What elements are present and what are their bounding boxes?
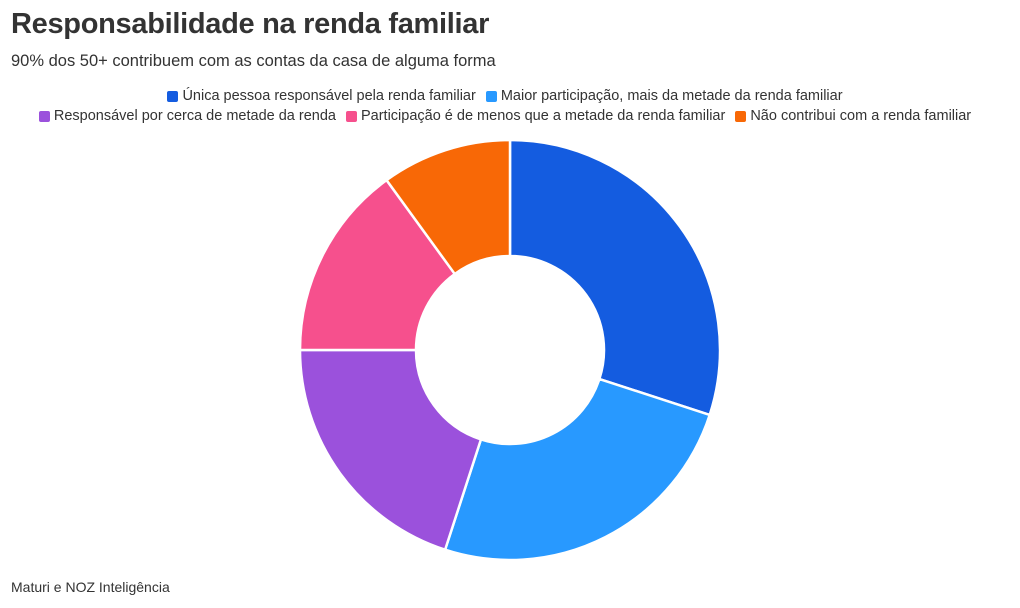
- donut-slice: [443, 377, 711, 562]
- legend-swatch: [345, 110, 357, 122]
- legend-label: Não contribui com a renda familiar: [750, 108, 972, 124]
- legend-row: Única pessoa responsável pela renda fami…: [0, 86, 1010, 106]
- legend-label: Maior participação, mais da metade da re…: [500, 88, 843, 104]
- legend-label: Responsável por cerca de metade da renda: [53, 108, 336, 124]
- legend-item: Responsável por cerca de metade da renda: [38, 108, 336, 124]
- legend-swatch: [167, 90, 179, 102]
- donut-slice: [508, 138, 722, 417]
- legend-label: Única pessoa responsável pela renda fami…: [182, 88, 476, 104]
- legend-swatch: [485, 90, 497, 102]
- donut-slice: [298, 348, 483, 551]
- legend-swatch: [735, 110, 747, 122]
- legend-item: Não contribui com a renda familiar: [735, 108, 971, 124]
- chart-legend: Única pessoa responsável pela renda fami…: [0, 86, 1010, 126]
- legend-swatch: [38, 110, 50, 122]
- chart-source: Maturi e NOZ Inteligência: [11, 579, 170, 595]
- chart-title: Responsabilidade na renda familiar: [11, 8, 490, 40]
- donut-slice: [385, 138, 512, 276]
- legend-item: Participação é de menos que a metade da …: [345, 108, 726, 124]
- chart-subtitle: 90% dos 50+ contribuem com as contas da …: [11, 52, 496, 70]
- legend-label: Participação é de menos que a metade da …: [360, 108, 726, 124]
- legend-item: Maior participação, mais da metade da re…: [485, 88, 843, 104]
- legend-item: Única pessoa responsável pela renda fami…: [167, 88, 476, 104]
- legend-row: Responsável por cerca de metade da renda…: [0, 106, 1010, 126]
